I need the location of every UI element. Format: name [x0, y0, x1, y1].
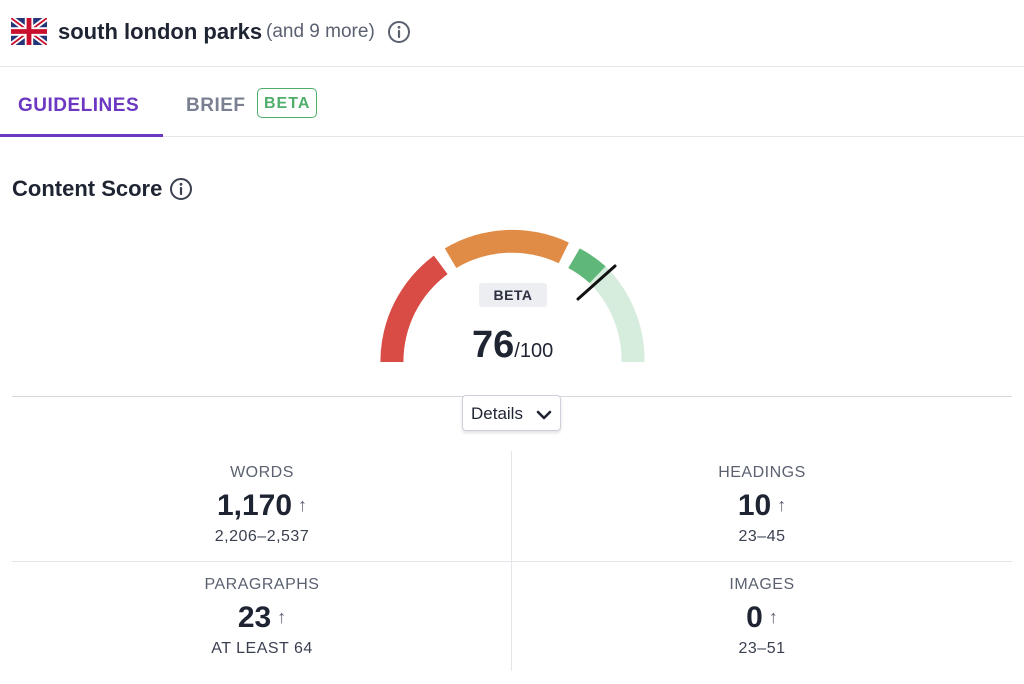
stat-value: 23: [237, 601, 272, 634]
content-score-info-icon[interactable]: [169, 177, 193, 201]
tab-guidelines[interactable]: GUIDELINES: [0, 67, 163, 137]
stat-range: AT LEAST 64: [211, 640, 313, 657]
gauge-segment-high: [568, 248, 606, 284]
stat-value: 0: [746, 601, 763, 634]
stat-headings: HEADINGS 10 ↑ 23–45: [512, 462, 1012, 548]
details-button[interactable]: Details: [462, 395, 561, 431]
details-button-label: Details: [471, 404, 523, 423]
content-score-gauge: [380, 229, 645, 362]
more-keywords-link[interactable]: (and 9 more): [266, 21, 375, 42]
chevron-down-icon: [536, 408, 552, 426]
stat-value: 10: [737, 489, 772, 522]
gauge-beta-badge: BETA: [479, 283, 547, 307]
stat-value: 1,170: [216, 489, 293, 522]
stat-range: 2,206–2,537: [214, 528, 310, 545]
arrow-up-icon: ↑: [768, 607, 778, 627]
stat-label: HEADINGS: [718, 464, 806, 481]
stat-range: 23–51: [738, 640, 786, 657]
gauge-needle: [576, 264, 617, 301]
score-max: /100: [514, 340, 554, 362]
gauge-segment-low: [380, 255, 448, 362]
stat-paragraphs: PARAGRAPHS 23 ↑ AT LEAST 64: [12, 574, 512, 660]
header-bar: south london parks (and 9 more): [0, 0, 1024, 67]
info-icon[interactable]: [387, 20, 411, 44]
arrow-up-icon: ↑: [298, 495, 308, 515]
score-value: 76: [472, 324, 515, 366]
arrow-up-icon: ↑: [777, 495, 787, 515]
uk-flag-icon: [9, 15, 49, 48]
content-score-title: Content Score: [12, 176, 163, 201]
keyword-title: south london parks: [58, 19, 263, 44]
beta-badge: BETA: [257, 88, 318, 118]
stat-range: 23–45: [738, 528, 786, 545]
tab-brief-label: BRIEF: [186, 95, 246, 116]
stats-horizontal-divider: [12, 561, 1012, 562]
tab-bar: GUIDELINES BRIEF BETA: [0, 67, 1024, 137]
tab-brief[interactable]: BRIEF BETA: [186, 67, 326, 136]
stat-label: IMAGES: [729, 576, 795, 593]
gauge-segment-mid: [444, 229, 569, 268]
stat-label: WORDS: [230, 464, 294, 481]
arrow-up-icon: ↑: [277, 607, 287, 627]
score-readout: 76/100: [472, 324, 553, 367]
stat-label: PARAGRAPHS: [204, 576, 320, 593]
tab-guidelines-label: GUIDELINES: [18, 95, 140, 116]
stat-words: WORDS 1,170 ↑ 2,206–2,537: [12, 462, 512, 548]
stat-images: IMAGES 0 ↑ 23–51: [512, 574, 1012, 660]
gauge-segment-remaining: [589, 266, 645, 362]
